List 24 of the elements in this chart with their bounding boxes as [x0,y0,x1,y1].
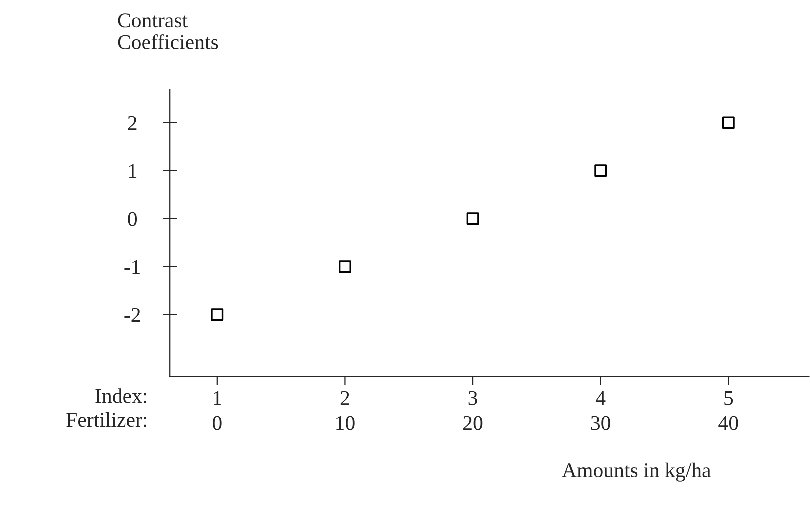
y-tick-label: 1 [129,164,137,178]
x2-tick-label: 0 [212,416,222,430]
x-axis-title: Amounts in kg/ha [562,462,711,482]
point [211,308,224,322]
point [722,116,735,130]
x-tick-label: 5 [724,391,734,406]
y-tick-label: -1 [124,260,140,274]
y-tick-label: 2 [128,116,137,130]
y-tick-label: 0 [128,212,138,226]
point [338,260,352,274]
x2-tick-label: 20 [464,416,483,430]
x2-tick-label: 30 [591,416,610,430]
x-tick-label: 3 [468,391,478,406]
x2-tick-label: 40 [718,416,738,430]
point [594,164,608,178]
point [466,212,480,226]
text: Fertilizer: [66,412,147,428]
text: Index: [96,388,147,404]
y-tick-label: -2 [124,308,140,322]
x2-tick-label: 10 [336,416,355,430]
x-tick-label: 4 [596,391,606,406]
y-axis-title: Contrast Coefficients [118,14,218,50]
x-tick-label: 2 [340,391,350,406]
x-tick-label: 1 [214,391,222,406]
